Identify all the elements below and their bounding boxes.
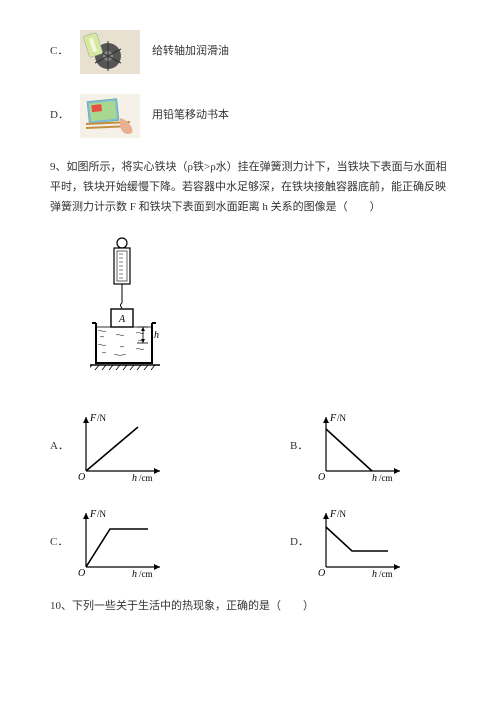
option-d-label: D．	[50, 106, 80, 126]
svg-text:h: h	[372, 569, 377, 579]
option-a-cell: A． F/N O h/cm	[50, 411, 210, 483]
svg-text:h: h	[372, 473, 377, 483]
option-b-cell: B． F/N O h/cm	[290, 411, 450, 483]
question-9-prefix: 9、	[50, 161, 67, 173]
option-d-graph-label: D．	[290, 533, 310, 553]
option-c-cell: C． F/N O h/cm	[50, 507, 210, 579]
svg-text:/cm: /cm	[139, 473, 153, 483]
svg-text:/N: /N	[97, 413, 107, 423]
option-c-label: C．	[50, 42, 80, 62]
question-9: 9、如图所示，将实心铁块（ρ铁>ρ水）挂在弹簧测力计下，当铁块下表面与水面相平时…	[50, 158, 450, 217]
question-9-stem: 如图所示，将实心铁块（ρ铁>ρ水）挂在弹簧测力计下，当铁块下表面与水面相平时，铁…	[50, 161, 447, 213]
block-label: A	[118, 314, 126, 325]
graph-a: F/N O h/cm	[70, 411, 165, 483]
svg-text:/cm: /cm	[139, 569, 153, 579]
option-c-graph-label: C．	[50, 533, 70, 553]
graph-b: F/N O h/cm	[310, 411, 405, 483]
option-b-label: B．	[290, 437, 310, 457]
option-d-row: D． 用铅笔移动书本	[50, 94, 450, 138]
svg-text:h: h	[132, 569, 137, 579]
svg-text:O: O	[318, 568, 325, 579]
svg-text:O: O	[318, 472, 325, 483]
svg-text:F: F	[89, 509, 97, 520]
svg-text:/N: /N	[337, 509, 347, 519]
question-10: 10、下列一些关于生活中的热现象，正确的是（ ）	[50, 597, 450, 617]
question-9-options: A． F/N O h/cm B． F/N O h/cm C．	[50, 411, 450, 579]
svg-text:/cm: /cm	[379, 569, 393, 579]
svg-text:O: O	[78, 472, 85, 483]
option-d-cell: D． F/N O h/cm	[290, 507, 450, 579]
question-10-stem: 下列一些关于生活中的热现象，正确的是（ ）	[72, 600, 314, 612]
graph-d: F/N O h/cm	[310, 507, 405, 579]
svg-text:F: F	[329, 413, 337, 424]
svg-text:F: F	[329, 509, 337, 520]
question-9-diagram: A h	[90, 235, 450, 393]
option-d-image	[80, 94, 140, 138]
svg-text:F: F	[89, 413, 97, 424]
option-c-row: C． 给转轴加润滑油	[50, 30, 450, 74]
depth-label: h	[154, 330, 159, 341]
graph-c: F/N O h/cm	[70, 507, 165, 579]
option-c-image	[80, 30, 140, 74]
svg-text:/cm: /cm	[379, 473, 393, 483]
svg-text:h: h	[132, 473, 137, 483]
option-a-label: A．	[50, 437, 70, 457]
svg-text:O: O	[78, 568, 85, 579]
question-10-prefix: 10、	[50, 600, 72, 612]
svg-text:/N: /N	[337, 413, 347, 423]
option-c-text: 给转轴加润滑油	[152, 42, 229, 62]
svg-text:/N: /N	[97, 509, 107, 519]
option-d-text: 用铅笔移动书本	[152, 106, 229, 126]
